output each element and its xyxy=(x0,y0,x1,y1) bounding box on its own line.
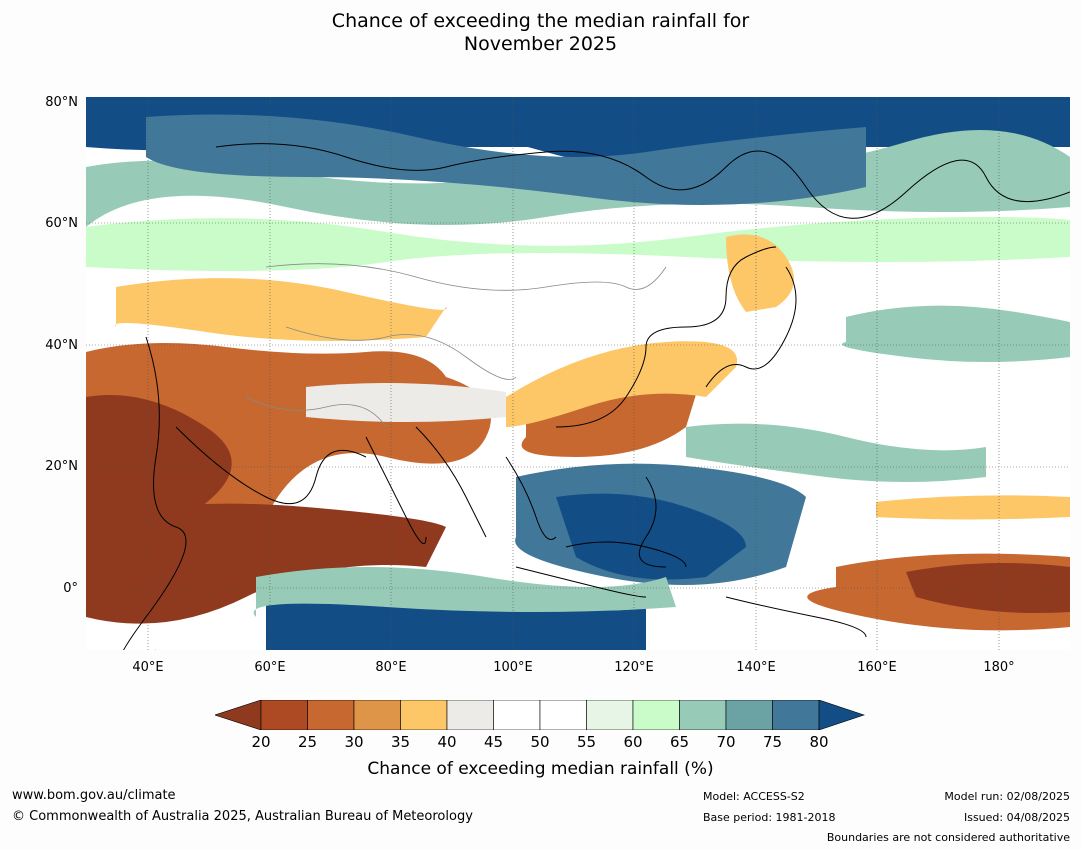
colorbar-extend-high xyxy=(818,699,865,731)
lat-label-40n: 40°N xyxy=(45,338,78,353)
colorbar-tick-label: 75 xyxy=(762,733,783,751)
footer-disclaimer: Boundaries are not considered authoritat… xyxy=(826,831,1070,844)
wet-indian-ocean-edge xyxy=(253,567,676,617)
dry-africa-belt xyxy=(86,503,446,624)
colorbar-tick-label: 35 xyxy=(390,733,411,751)
colorbar-extend-low xyxy=(214,699,262,731)
colorbar-segment xyxy=(725,699,773,731)
lat-label-20n: 20°N xyxy=(45,459,78,474)
colorbar-segment xyxy=(539,699,587,731)
footer-model-run: Model run: 02/08/2025 xyxy=(944,790,1070,803)
colorbar-tick-label: 25 xyxy=(297,733,318,751)
colorbar-segment xyxy=(632,699,680,731)
north-light xyxy=(86,217,1070,271)
colorbar-segment xyxy=(679,699,727,731)
lon-label-100e: 100°E xyxy=(493,660,533,675)
colorbar-segment xyxy=(400,699,448,731)
colorbar-tick-label: 45 xyxy=(483,733,504,751)
colorbar-segment xyxy=(586,699,634,731)
colorbar-tick-label: 30 xyxy=(344,733,364,751)
lat-label-80n: 80°N xyxy=(45,95,78,110)
coastlines xyxy=(123,143,1070,650)
colorbar-tick-label: 40 xyxy=(437,733,457,751)
colorbar-tick-label: 20 xyxy=(251,733,271,751)
neutral-belt xyxy=(306,383,506,422)
rainfall-map xyxy=(86,97,1070,650)
lon-label-140e: 140°E xyxy=(736,660,776,675)
chart-title: Chance of exceeding the median rainfall … xyxy=(0,10,1081,56)
lat-label-0: 0° xyxy=(63,581,78,596)
colorbar-segment xyxy=(307,699,355,731)
colorbar-tick-label: 50 xyxy=(530,733,550,751)
map-gridlines xyxy=(86,97,1070,650)
colorbar-segment xyxy=(772,699,820,731)
lon-label-80e: 80°E xyxy=(375,660,407,675)
colorbar-label: Chance of exceeding median rainfall (%) xyxy=(367,759,714,779)
lon-label-180: 180° xyxy=(983,660,1015,675)
colorbar xyxy=(214,699,867,734)
colorbar-tick-label: 70 xyxy=(716,733,736,751)
footer-issued: Issued: 04/08/2025 xyxy=(963,811,1070,824)
colorbar-segment xyxy=(260,699,308,731)
dry-asia-north xyxy=(115,278,447,341)
colorbar-segment xyxy=(493,699,541,731)
wet-pacific-2 xyxy=(842,305,1070,362)
north-wet-2 xyxy=(146,114,866,205)
country-borders xyxy=(245,263,667,428)
lat-label-60n: 60°N xyxy=(45,216,78,231)
wet-pacific-1 xyxy=(686,423,986,482)
dry-pacific-core xyxy=(906,563,1070,613)
wet-indonesia-core xyxy=(556,493,746,580)
title-line-2: November 2025 xyxy=(463,33,618,55)
arctic-band-edge xyxy=(86,97,1070,167)
title-line-1: Chance of exceeding the median rainfall … xyxy=(331,10,750,32)
lon-label-40e: 40°E xyxy=(132,660,164,675)
footer-base-period: Base period: 1981-2018 xyxy=(703,811,836,824)
dry-pacific-strip xyxy=(876,495,1070,520)
colorbar-tick-label: 65 xyxy=(669,733,690,751)
dry-japan xyxy=(726,234,794,312)
colorbar-segment xyxy=(446,699,494,731)
lon-label-120e: 120°E xyxy=(614,660,654,675)
colorbar-tick-label: 80 xyxy=(809,733,829,751)
footer-copyright: © Commonwealth of Australia 2025, Austra… xyxy=(12,809,473,824)
lon-label-160e: 160°E xyxy=(857,660,897,675)
dry-china-edge xyxy=(506,341,738,427)
footer-model: Model: ACCESS-S2 xyxy=(703,790,805,803)
colorbar-segment xyxy=(353,699,401,731)
colorbar-tick-label: 55 xyxy=(576,733,597,751)
lon-label-60e: 60°E xyxy=(254,660,286,675)
colorbar-tick-label: 60 xyxy=(623,733,643,751)
footer-url[interactable]: www.bom.gov.au/climate xyxy=(12,788,176,803)
